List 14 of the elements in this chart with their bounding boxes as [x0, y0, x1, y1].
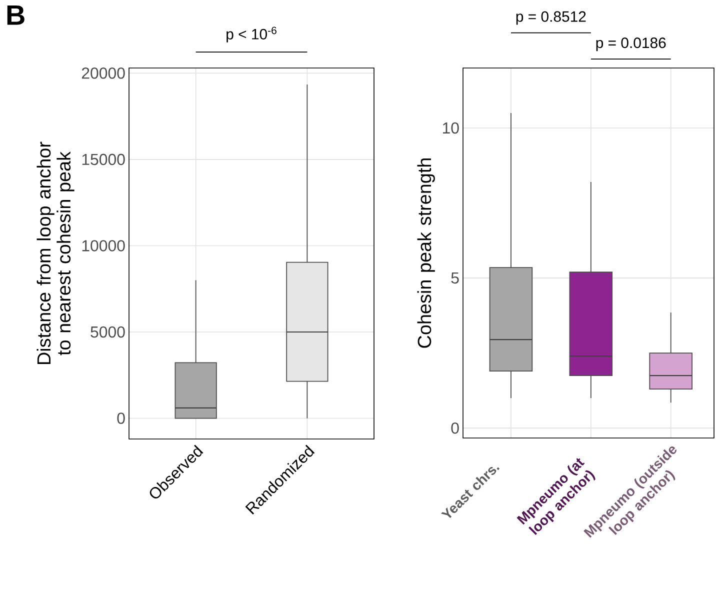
y-axis-title: Distance from loop anchor to nearest cohesin peak [36, 142, 74, 364]
y-axis-title: Cohesin peak strength [417, 158, 435, 348]
text: p = 0.8512 [516, 11, 586, 25]
y-tick-label: 0 [451, 422, 459, 434]
y-tick-label: 0 [117, 412, 125, 424]
y-tick-label: 10000 [82, 240, 125, 252]
text: p = 0.0186 [596, 38, 666, 52]
y-tick-label: 20000 [82, 68, 125, 79]
y-tick-label: 5000 [90, 326, 125, 338]
y-tick-label: 10 [442, 122, 459, 134]
y-tick-label: 5 [451, 272, 459, 284]
y-tick-label: 15000 [82, 154, 125, 166]
text: p < 10$^{-6}$ [226, 26, 276, 42]
text: B [7, 6, 24, 25]
